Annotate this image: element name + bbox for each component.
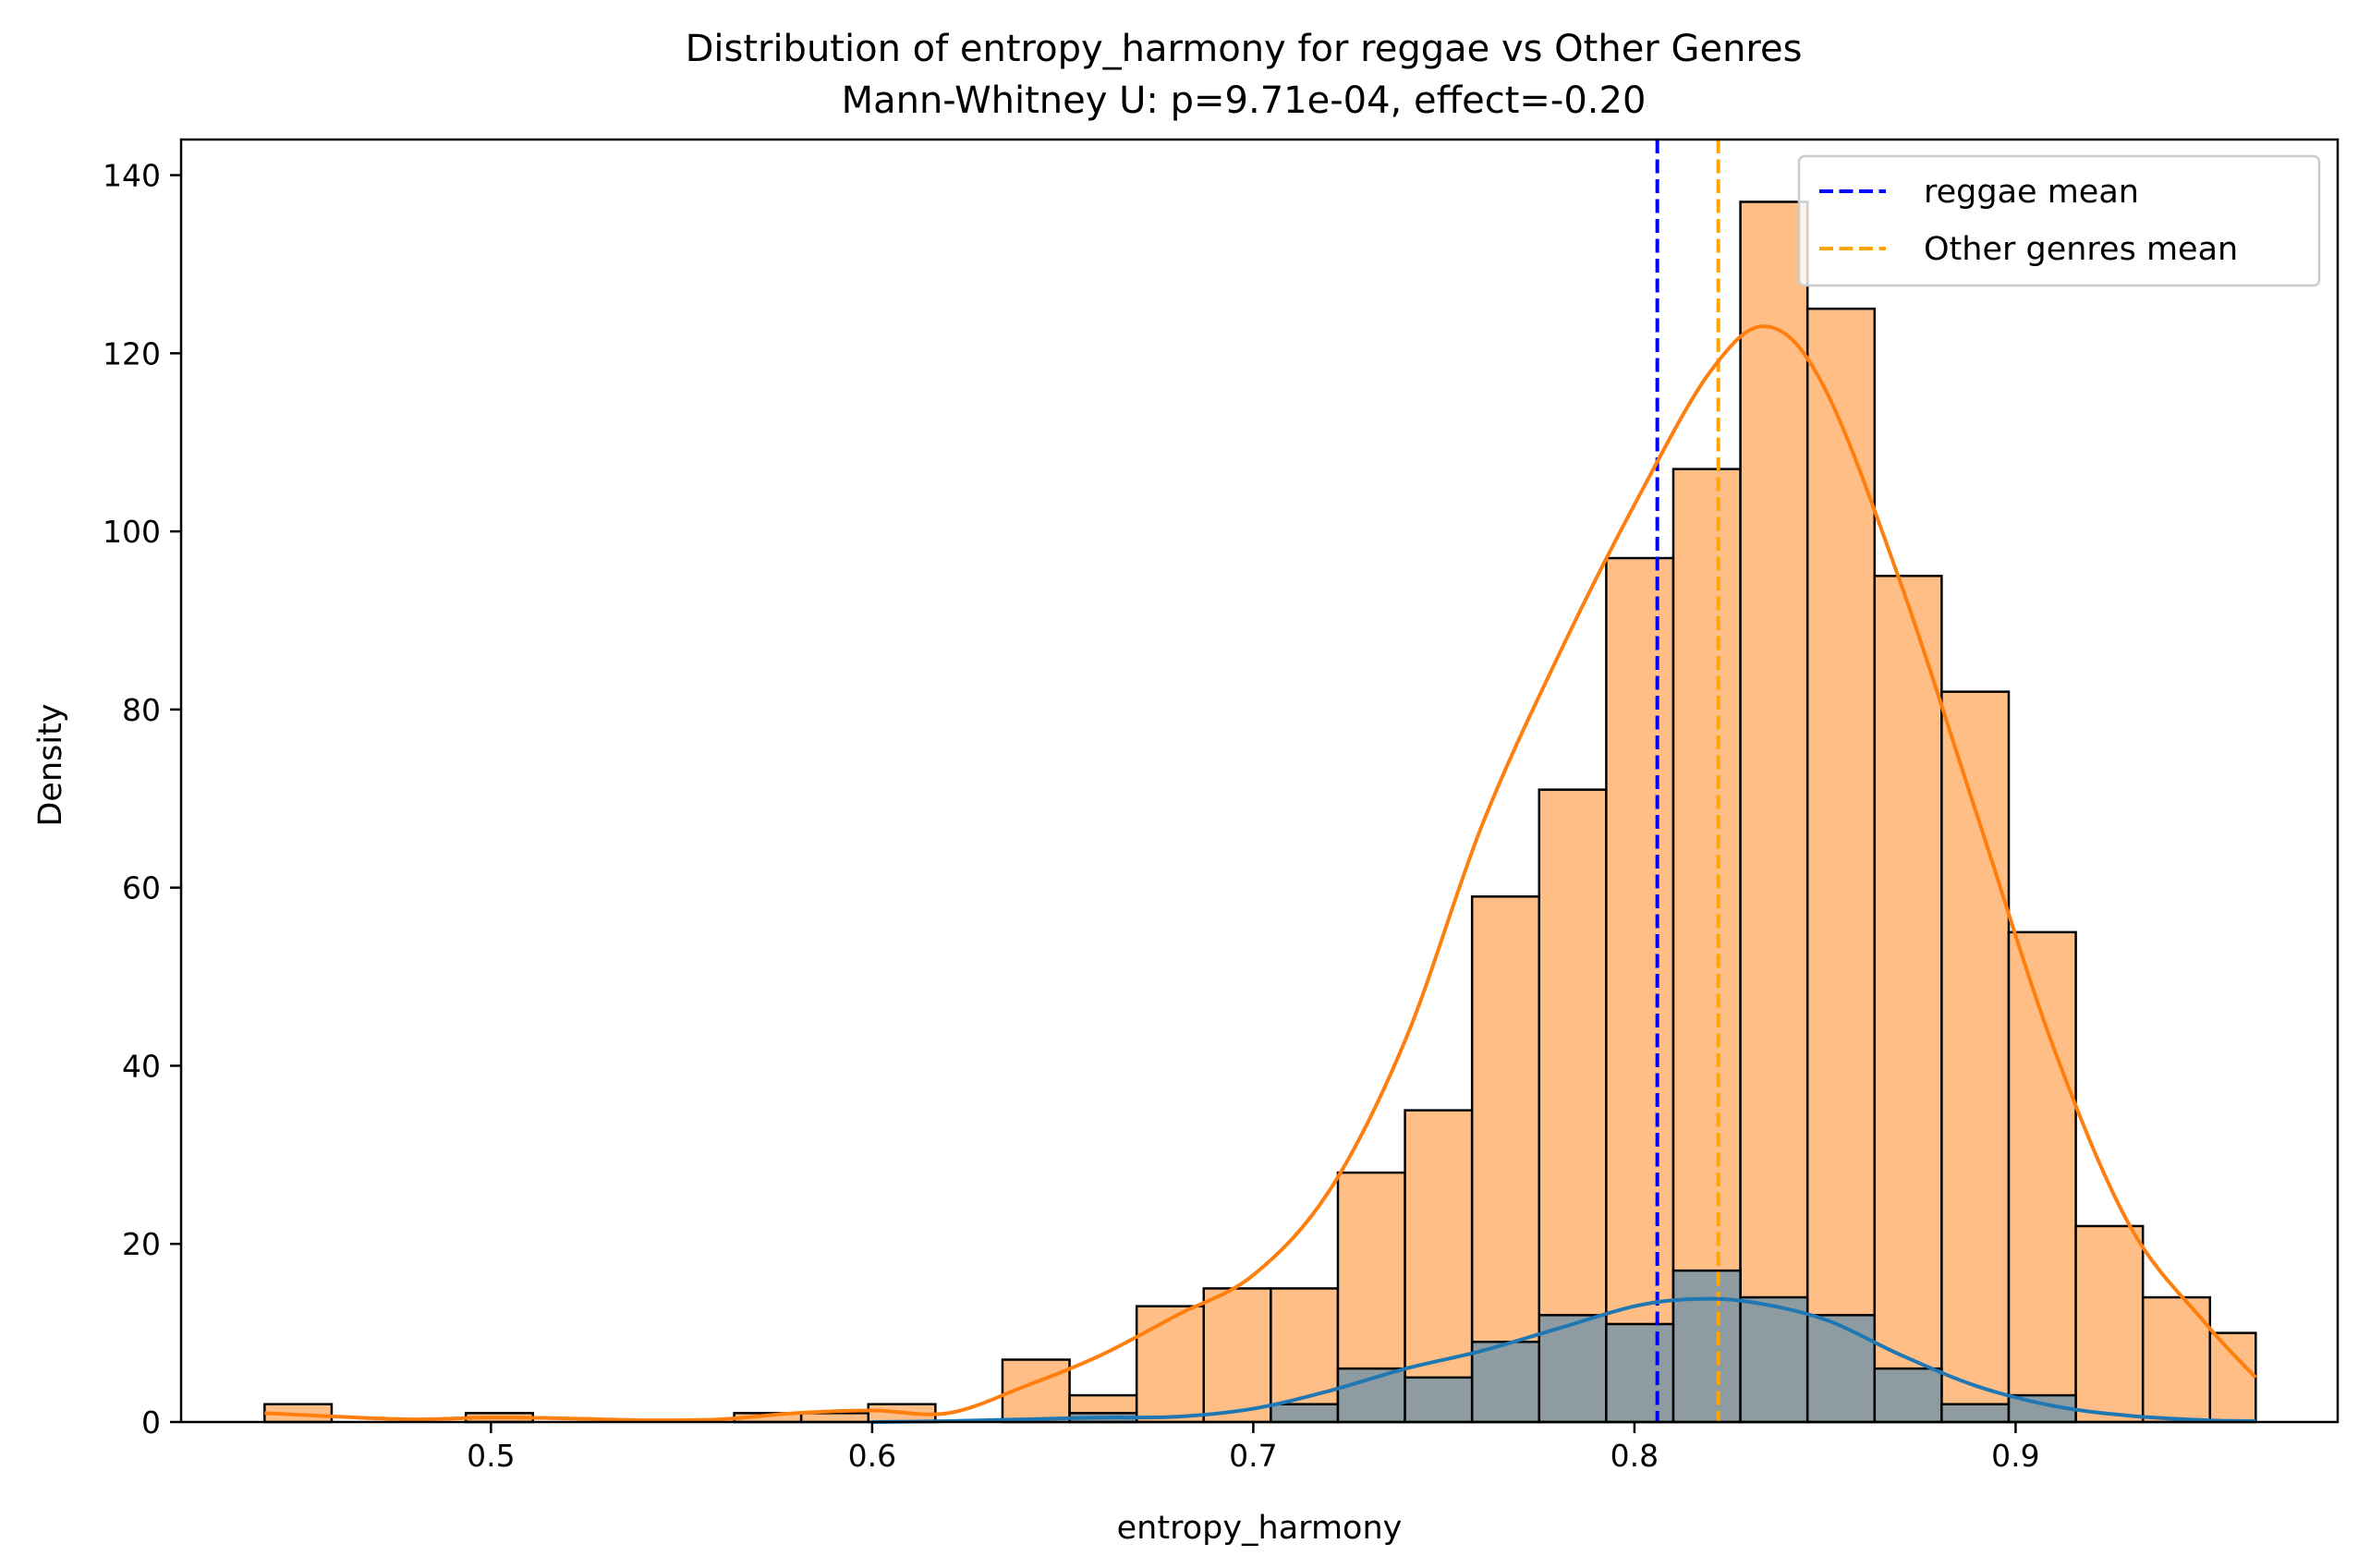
other-genres-bar bbox=[1470, 895, 1541, 1424]
reggae-kde-curve bbox=[871, 1296, 2256, 1424]
x-tick-label: 0.7 bbox=[1229, 1438, 1277, 1474]
other-genres-bar bbox=[2208, 1331, 2257, 1424]
reggae-bar bbox=[1270, 1403, 1340, 1424]
other-genres-kde-curve bbox=[264, 324, 2257, 1423]
x-tick-label: 0.5 bbox=[467, 1438, 515, 1474]
legend-box bbox=[1797, 154, 2321, 287]
chart-subtitle: Mann-Whitney U: p=9.71e-04, effect=-0.20 bbox=[842, 79, 1647, 122]
reggae-bar bbox=[1873, 1367, 1943, 1424]
other-genres-bar bbox=[2074, 1224, 2145, 1424]
reggae-bar bbox=[1538, 1314, 1608, 1424]
x-tick-label: 0.6 bbox=[848, 1438, 896, 1474]
reggae-bar bbox=[1805, 1314, 1877, 1424]
reggae-bar bbox=[1940, 1403, 2011, 1424]
reggae-bar bbox=[1404, 1376, 1474, 1424]
y-tick-label: 140 bbox=[103, 158, 161, 194]
chart-title: Distribution of entropy_harmony for regg… bbox=[686, 28, 1803, 70]
reggae-bars bbox=[1068, 1269, 2077, 1424]
y-tick-label: 20 bbox=[122, 1226, 161, 1262]
other-genres-bar bbox=[1940, 690, 2011, 1424]
other-genres-bar bbox=[1873, 575, 1943, 1424]
reggae-bar bbox=[1739, 1295, 1809, 1424]
reggae-bar bbox=[1336, 1367, 1406, 1424]
axes-frame bbox=[179, 138, 2340, 1424]
other-genres-bar bbox=[2007, 930, 2077, 1424]
other-genres-bar bbox=[1135, 1305, 1206, 1424]
other-genres-bar bbox=[799, 1412, 870, 1424]
x-tick-label: 0.9 bbox=[1991, 1438, 2039, 1474]
legend-label-other-genres-mean: Other genres mean bbox=[1924, 231, 2238, 268]
reggae-bar bbox=[1671, 1269, 1742, 1424]
y-tick-label: 0 bbox=[141, 1404, 161, 1440]
x-axis-label: entropy_harmony bbox=[1117, 1510, 1403, 1547]
y-tick-label: 80 bbox=[122, 692, 161, 728]
legend: reggae mean Other genres mean bbox=[1797, 154, 2321, 287]
y-tick-label: 40 bbox=[122, 1048, 161, 1084]
other-genres-bar bbox=[1404, 1109, 1474, 1424]
y-tick-label: 60 bbox=[122, 870, 161, 906]
other-genres-bar bbox=[1805, 307, 1877, 1424]
other-genres-bar bbox=[1671, 468, 1742, 1424]
y-axis-ticks: 0 20 40 60 80 100 120 140 bbox=[103, 158, 181, 1440]
other-genres-bar bbox=[1202, 1287, 1272, 1424]
reggae-bar bbox=[1605, 1322, 1675, 1424]
plot-area bbox=[263, 140, 2257, 1424]
reggae-bar bbox=[1470, 1341, 1541, 1424]
x-tick-label: 0.8 bbox=[1610, 1438, 1659, 1474]
y-tick-label: 100 bbox=[103, 514, 161, 550]
y-axis-label: Density bbox=[32, 703, 69, 826]
other-genres-bar bbox=[1605, 556, 1675, 1424]
other-genres-bar bbox=[1739, 201, 1809, 1424]
x-axis-ticks: 0.5 0.6 0.7 0.8 0.9 bbox=[467, 1422, 2040, 1474]
y-tick-label: 120 bbox=[103, 335, 161, 371]
legend-label-reggae-mean: reggae mean bbox=[1924, 174, 2139, 211]
